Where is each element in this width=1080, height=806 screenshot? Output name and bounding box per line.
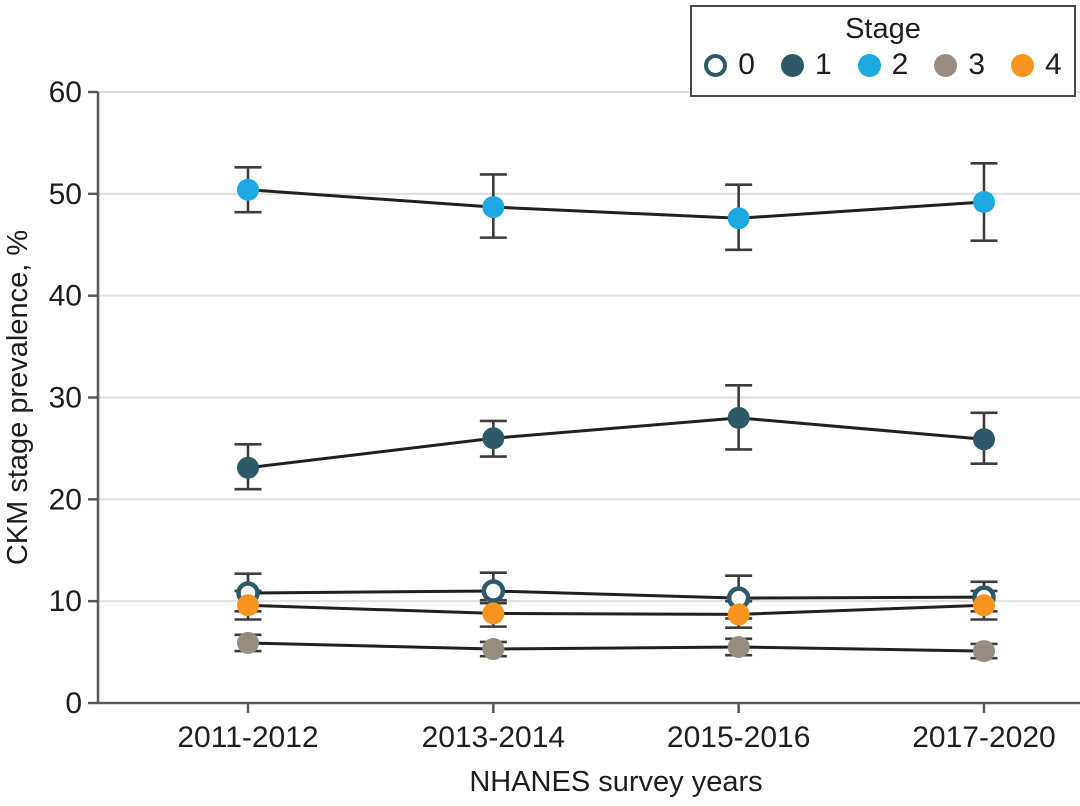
legend-item-stage-3: 3 bbox=[934, 48, 985, 82]
data-point-stage-2-2011-2012 bbox=[237, 178, 259, 201]
data-point-stage-4-2013-2014 bbox=[482, 602, 505, 625]
y-tick-label-20: 20 bbox=[49, 483, 82, 516]
legend-label-stage-2: 2 bbox=[891, 48, 909, 82]
series-line-stage-1 bbox=[247, 416, 985, 470]
legend-row: 0 1 2 3 4 bbox=[692, 48, 1074, 82]
legend-marker-stage-0 bbox=[704, 53, 728, 77]
data-point-stage-1-2013-2014 bbox=[482, 427, 505, 450]
data-point-stage-2-2013-2014 bbox=[482, 196, 505, 219]
data-point-stage-4-2017-2020 bbox=[972, 594, 995, 617]
series-line-stage-4 bbox=[247, 603, 985, 616]
legend-item-stage-4: 4 bbox=[1011, 48, 1062, 82]
x-tick-label-2011-2012: 2011-2012 bbox=[177, 721, 318, 754]
legend-item-stage-1: 1 bbox=[780, 48, 832, 82]
legend-title: Stage bbox=[845, 13, 921, 45]
legend-marker-stage-3 bbox=[934, 53, 958, 77]
legend-label-stage-1: 1 bbox=[814, 48, 832, 82]
legend: Stage 0 1 2 3 4 bbox=[690, 5, 1076, 97]
data-point-stage-1-2017-2020 bbox=[972, 428, 995, 451]
data-point-stage-2-2017-2020 bbox=[972, 190, 995, 213]
data-point-stage-3-2017-2020 bbox=[972, 640, 995, 663]
x-tick-label-2017-2020: 2017-2020 bbox=[912, 721, 1055, 754]
legend-label-stage-4: 4 bbox=[1045, 48, 1062, 82]
data-point-stage-1-2011-2012 bbox=[237, 456, 259, 479]
x-tick-label-2013-2014: 2013-2014 bbox=[422, 721, 565, 754]
data-point-stage-3-2015-2016 bbox=[727, 635, 750, 658]
series-line-stage-0 bbox=[247, 589, 984, 600]
data-point-stage-3-2013-2014 bbox=[482, 638, 505, 661]
legend-item-stage-2: 2 bbox=[857, 48, 909, 82]
y-tick-label-60: 60 bbox=[49, 76, 82, 109]
y-tick-label-10: 10 bbox=[49, 585, 82, 618]
y-tick-label-0: 0 bbox=[65, 687, 82, 720]
y-tick-label-40: 40 bbox=[49, 280, 82, 313]
data-point-stage-3-2011-2012 bbox=[237, 631, 259, 654]
data-point-stage-4-2015-2016 bbox=[727, 603, 750, 626]
legend-marker-stage-4 bbox=[1011, 53, 1035, 77]
data-point-stage-4-2011-2012 bbox=[237, 594, 259, 617]
y-tick-label-30: 30 bbox=[49, 382, 82, 415]
data-point-stage-0-2013-2014 bbox=[481, 579, 506, 603]
legend-label-stage-3: 3 bbox=[968, 48, 986, 82]
y-tick-label-50: 50 bbox=[49, 178, 82, 211]
legend-marker-stage-1 bbox=[780, 53, 804, 77]
legend-marker-stage-2 bbox=[857, 53, 881, 77]
y-axis-title: CKM stage prevalence, % bbox=[2, 230, 34, 565]
x-tick-label-2015-2016: 2015-2016 bbox=[667, 721, 810, 754]
data-point-stage-1-2015-2016 bbox=[727, 406, 750, 429]
legend-item-stage-0: 0 bbox=[704, 48, 755, 82]
legend-label-stage-0: 0 bbox=[738, 48, 755, 82]
series-line-stage-2 bbox=[247, 188, 985, 220]
series-line-stage-3 bbox=[247, 641, 985, 653]
x-axis-title: NHANES survey years bbox=[469, 766, 762, 798]
data-point-stage-2-2015-2016 bbox=[727, 207, 750, 230]
